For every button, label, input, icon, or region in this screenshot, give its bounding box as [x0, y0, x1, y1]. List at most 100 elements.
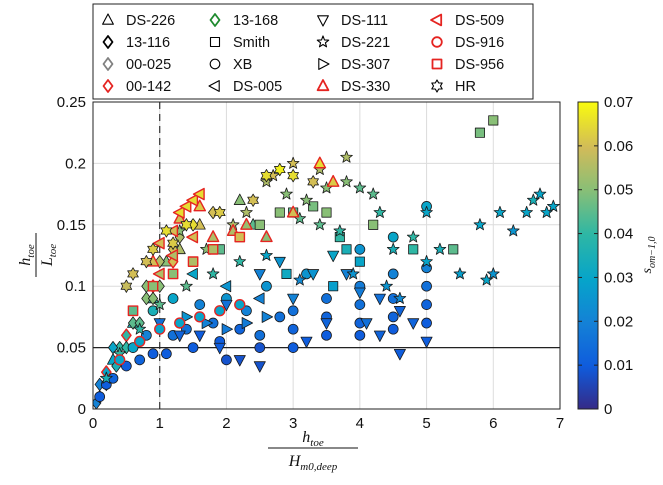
data-point	[406, 230, 420, 243]
legend-marker	[102, 13, 114, 25]
data-point	[493, 205, 507, 218]
colorbar-tick-label: 0.01	[604, 357, 633, 374]
legend-marker	[431, 58, 443, 70]
data-point	[313, 218, 327, 231]
data-point	[260, 230, 273, 243]
plot-frame	[92, 101, 561, 410]
legend-entry-label: HR	[455, 79, 476, 95]
data-point	[281, 268, 292, 279]
x-tick-label: 2	[222, 415, 230, 432]
legend-entry-label: 00-142	[126, 79, 171, 95]
legend-entry-label: DS-330	[341, 79, 390, 95]
data-point	[300, 336, 313, 349]
legend-marker	[431, 36, 443, 48]
x-tick-label: 5	[422, 415, 430, 432]
data-point	[100, 371, 113, 384]
data-point	[506, 224, 520, 237]
data-points	[93, 115, 560, 409]
data-point	[206, 267, 220, 280]
data-point	[273, 256, 286, 269]
data-point	[219, 280, 232, 293]
data-point	[287, 293, 300, 306]
colorbar-tick-label: 0.02	[604, 313, 633, 330]
data-point	[333, 224, 347, 237]
data-point	[354, 299, 366, 310]
data-point	[354, 243, 366, 255]
data-point	[473, 218, 487, 231]
data-point	[387, 311, 399, 323]
data-point	[167, 268, 179, 280]
legend-entry-label: Smith	[233, 35, 270, 51]
data-point	[233, 193, 246, 205]
legend-entry-label: DS-509	[455, 13, 504, 29]
data-point	[353, 287, 366, 299]
data-point	[186, 267, 198, 280]
data-point	[308, 201, 319, 212]
data-point	[240, 217, 253, 230]
data-point	[328, 281, 339, 292]
data-point	[354, 256, 365, 267]
data-point	[172, 206, 185, 219]
data-point	[360, 318, 373, 330]
data-point	[94, 391, 106, 403]
data-point	[533, 187, 547, 200]
x-tick-label: 0	[89, 415, 97, 432]
data-point	[321, 329, 332, 341]
data-point	[274, 162, 286, 177]
data-point	[134, 354, 146, 366]
data-point	[240, 205, 253, 218]
data-point	[154, 323, 166, 335]
data-point	[453, 267, 467, 280]
data-point	[474, 127, 485, 138]
data-point	[261, 280, 272, 292]
x-tick-label: 7	[556, 415, 564, 432]
legend-marker	[318, 58, 330, 70]
data-point	[340, 150, 353, 163]
data-point	[167, 293, 179, 304]
data-point	[133, 322, 146, 335]
legend-marker	[209, 58, 221, 70]
data-point	[174, 317, 186, 329]
legend-box	[92, 3, 534, 100]
data-point	[207, 244, 219, 255]
data-point	[160, 224, 173, 238]
data-point	[373, 330, 386, 342]
data-point	[260, 248, 273, 261]
data-point	[127, 305, 139, 317]
data-point	[307, 175, 319, 189]
legend-entry-label: 13-168	[233, 13, 278, 29]
legend-marker	[209, 13, 221, 27]
colorbar-tick-label: 0.04	[604, 226, 633, 243]
data-point	[234, 298, 246, 311]
data-point	[167, 236, 179, 250]
data-point	[420, 205, 433, 218]
data-point	[152, 236, 165, 250]
data-point	[107, 341, 119, 355]
legend-entry-label: DS-226	[126, 13, 175, 29]
data-point	[373, 205, 387, 218]
legend-marker	[102, 79, 114, 93]
data-point	[233, 355, 246, 367]
colorbar-tick-label: 0.07	[604, 94, 633, 111]
data-point	[147, 348, 159, 360]
data-point	[287, 342, 299, 353]
data-point	[206, 230, 220, 243]
data-point	[152, 267, 165, 281]
data-point	[241, 317, 254, 330]
y-tick-label: 0.1	[65, 278, 86, 295]
data-point	[307, 269, 320, 281]
data-point	[274, 207, 285, 218]
data-point	[260, 169, 273, 183]
data-point	[421, 317, 432, 329]
legend-marker	[208, 80, 220, 92]
data-point	[214, 305, 226, 317]
data-point	[121, 328, 132, 343]
legend-marker	[316, 35, 330, 48]
colorbar-tick-label: 0	[604, 401, 612, 418]
data-point	[234, 231, 246, 243]
data-point	[213, 342, 226, 355]
data-point	[326, 174, 340, 187]
data-point	[321, 293, 332, 304]
y-tick-label: 0	[78, 401, 86, 418]
